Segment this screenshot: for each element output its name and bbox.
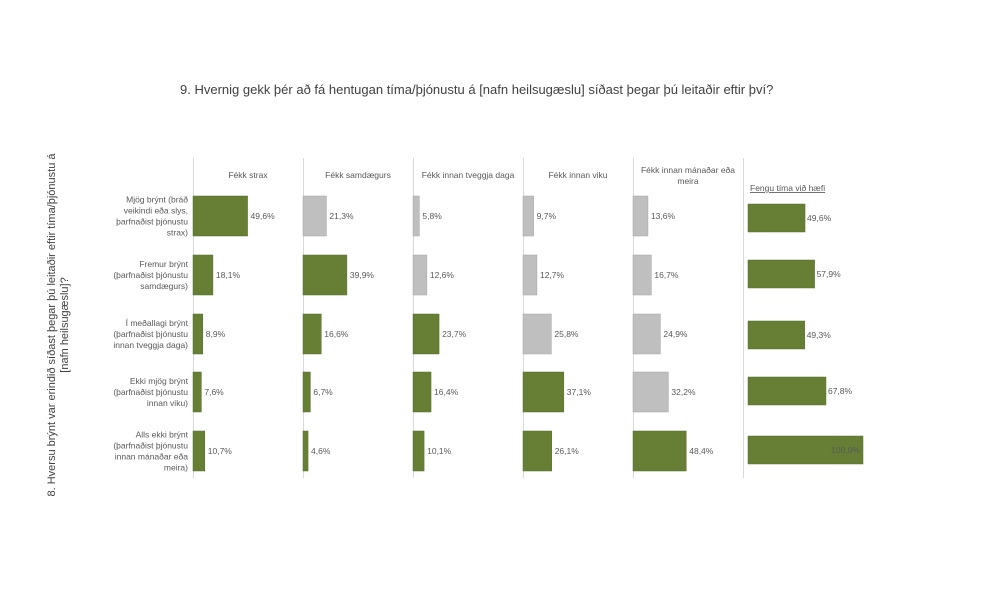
- bar-s2-r3: [412, 371, 432, 413]
- value-label-s2-r1: 12,6%: [430, 270, 455, 280]
- value-label-s0-r4: 10,7%: [208, 446, 233, 456]
- bar-s0-r2: [192, 313, 204, 355]
- row-label-0: Mjög brýnt (bráð veikindi eða slys, þarfna…: [116, 195, 188, 238]
- value-label-s3-r3: 37,1%: [567, 387, 592, 397]
- bar-s3-r2: [522, 313, 552, 355]
- chart-title: 9. Hvernig gekk þér að fá hentugan tíma/…: [180, 82, 773, 97]
- value-label-s0-r0: 49,6%: [251, 211, 276, 221]
- bar-s0-r1: [192, 254, 214, 296]
- bar-s1-r2: [302, 313, 322, 355]
- bar-s1-r1: [302, 254, 348, 296]
- value-label-s4-r0: 13,6%: [651, 211, 676, 221]
- bar-s2-r0: [412, 195, 420, 237]
- bar-s4-r2: [632, 313, 661, 355]
- bar-s1-r3: [302, 371, 311, 413]
- summary-bar-r1: [747, 259, 815, 289]
- summary-column-header: Fengu tíma við hæfi: [750, 183, 825, 193]
- column-header-3: Fékk innan viku: [548, 170, 607, 180]
- summary-bar-r0: [747, 203, 806, 233]
- y-axis-title: 8. Hversu brýnt var erindið síðast þegar…: [46, 153, 71, 497]
- column-header-1: Fékk samdægurs: [325, 170, 391, 180]
- column-headers: Fékk strax Fékk samdægurs Fékk innan tvegg…: [228, 165, 825, 193]
- bar-s1-r0: [302, 195, 327, 237]
- value-label-s2-r2: 23,7%: [442, 329, 467, 339]
- value-label-s3-r2: 25,8%: [554, 329, 579, 339]
- bar-s1-r4: [302, 430, 309, 472]
- bar-s0-r3: [192, 371, 202, 413]
- column-header-0: Fékk strax: [228, 170, 268, 180]
- bar-s3-r3: [522, 371, 565, 413]
- row-labels: Mjög brýnt (bráð veikindi eða slys, þarfna…: [113, 195, 188, 473]
- row-label-1: Fremur brýnt (þarfnaðist þjónustu samdægur…: [113, 259, 188, 291]
- bar-s3-r0: [522, 195, 534, 237]
- bar-s2-r1: [412, 254, 428, 296]
- summary-value-label-r1: 57,9%: [817, 269, 842, 279]
- summary-value-label-r0: 49,6%: [807, 213, 832, 223]
- value-label-s1-r1: 39,9%: [350, 270, 375, 280]
- value-label-s4-r1: 16,7%: [654, 270, 679, 280]
- bar-s4-r0: [632, 195, 649, 237]
- bar-s4-r3: [632, 371, 669, 413]
- value-label-s1-r0: 21,3%: [329, 211, 354, 221]
- summary-value-label-r3: 67,8%: [828, 386, 853, 396]
- summary-value-label-r4: 100,0%: [831, 445, 860, 455]
- value-label-s1-r2: 16,6%: [324, 329, 349, 339]
- value-label-s0-r3: 7,6%: [204, 387, 224, 397]
- row-label-3: Ekki mjög brýnt (þarfnaðist þjónustu innan…: [113, 376, 188, 408]
- value-label-s0-r1: 18,1%: [216, 270, 241, 280]
- row-label-2: Í meðallagi brýnt (þarfnaðist þjónustu inn…: [113, 318, 188, 350]
- value-label-s2-r0: 5,8%: [422, 211, 442, 221]
- bar-s4-r4: [632, 430, 687, 472]
- summary-value-label-r2: 49,3%: [807, 330, 832, 340]
- value-label-s1-r4: 4,6%: [311, 446, 331, 456]
- bar-s0-r0: [192, 195, 248, 237]
- value-label-s0-r2: 8,9%: [206, 329, 226, 339]
- summary-bar-r4: [747, 435, 864, 465]
- bar-s3-r4: [522, 430, 552, 472]
- bar-s2-r4: [412, 430, 425, 472]
- column-header-2: Fékk innan tveggja daga: [422, 170, 515, 180]
- panel-dividers: [193, 158, 744, 478]
- value-labels: 49,6% 18,1% 8,9% 7,6% 10,7% 21,3% 39,9% 16,6% 6,…: [204, 211, 860, 456]
- value-label-s4-r2: 24,9%: [663, 329, 688, 339]
- bar-s4-r1: [632, 254, 652, 296]
- value-label-s3-r1: 12,7%: [540, 270, 565, 280]
- summary-bar-r2: [747, 320, 805, 350]
- value-label-s2-r3: 16,4%: [434, 387, 459, 397]
- value-label-s4-r3: 32,2%: [671, 387, 696, 397]
- value-label-s4-r4: 48,4%: [689, 446, 714, 456]
- summary-bar-r3: [747, 376, 827, 406]
- value-label-s1-r3: 6,7%: [313, 387, 333, 397]
- column-header-4: Fékk innan mánaðar eða meira: [641, 165, 735, 186]
- bar-s2-r2: [412, 313, 440, 355]
- bar-s3-r1: [522, 254, 538, 296]
- row-label-4: Alls ekki brýnt (þarfnaðist þjónustu innan…: [113, 430, 188, 473]
- value-label-s3-r0: 9,7%: [537, 211, 557, 221]
- bar-s0-r4: [192, 430, 206, 472]
- value-label-s2-r4: 10,1%: [427, 446, 452, 456]
- bars: [192, 195, 864, 472]
- value-label-s3-r4: 26,1%: [555, 446, 580, 456]
